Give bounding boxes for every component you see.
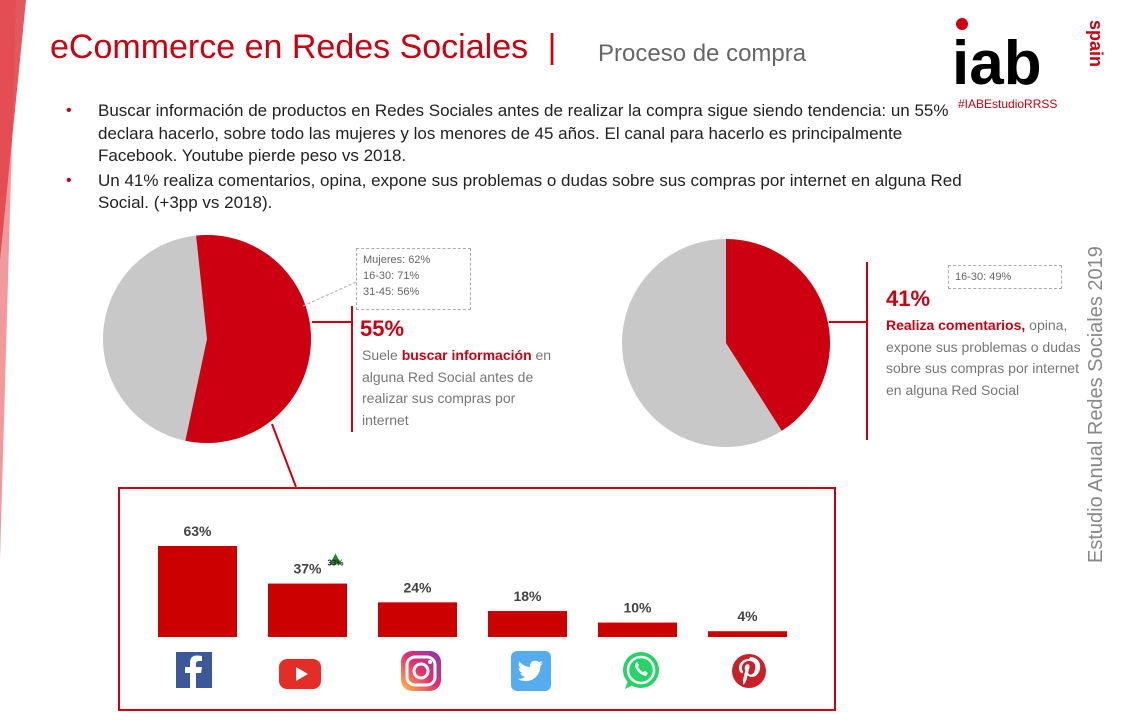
bar-value-label: 10%: [623, 600, 652, 616]
pie-left-description: Suele buscar información en alguna Red S…: [362, 347, 552, 428]
bar-instagram: [378, 602, 457, 637]
page-subtitle: Proceso de compra: [598, 40, 807, 67]
bar-facebook: [158, 546, 237, 637]
callout-line: 31-45: 56%: [363, 286, 420, 298]
pie-right-highlight-slice: [726, 239, 831, 431]
hashtag: #IABEstudioRRSS: [958, 97, 1058, 111]
bullet-item-2: Un 41% realiza comentarios, opina, expon…: [62, 170, 962, 215]
bar-annotation-label: 33%: [327, 559, 343, 568]
bar-value-label: 63%: [183, 523, 212, 539]
bar-twitter: [488, 611, 567, 637]
bar-value-label: 18%: [513, 588, 542, 604]
bar-value-label: 24%: [403, 579, 432, 595]
bullet-list: Buscar información de productos en Redes…: [62, 100, 962, 217]
svg-text:Estudio Anual Redes Sociales 2: Estudio Anual Redes Sociales 2019: [1085, 246, 1107, 563]
twitter-icon: [511, 651, 551, 691]
callout-line: 16-30: 71%: [363, 270, 420, 282]
bar-value-label: 37%: [293, 561, 322, 577]
logo-region: spain: [1086, 20, 1106, 67]
pie-chart-left: [103, 235, 311, 443]
callout-line: Mujeres: 62%: [363, 254, 431, 266]
youtube-icon: [279, 659, 321, 689]
bar-youtube: [268, 583, 347, 637]
social-network-bar-chart-frame: [118, 487, 836, 711]
pinterest-icon: [732, 654, 766, 688]
logo-brand: iab: [952, 29, 1042, 86]
bar-value-label: 4%: [737, 608, 758, 624]
title-separator: |: [547, 28, 557, 66]
pie-left-percent: 55%: [360, 316, 405, 341]
pie-left-highlight-slice: [185, 235, 311, 443]
bar-pinterest: [708, 631, 787, 637]
increase-up-triangle-icon: [329, 553, 342, 565]
whatsapp-icon: [623, 652, 659, 689]
social-network-bar-chart: 63% 37% 33% 24% 18% 10% 4%: [158, 523, 787, 691]
callout-right-demographics: 16-30: 49%: [948, 265, 1062, 289]
page-title: eCommerce en Redes Sociales |: [50, 28, 557, 66]
callout-left-demographics: Mujeres: 62% 16-30: 71% 31-45: 56%: [356, 248, 471, 310]
bar-whatsapp: [598, 622, 677, 637]
callout-line: 16-30: 49%: [955, 271, 1012, 283]
pie-right-description: Realiza comentarios, opina, expone sus p…: [886, 317, 1081, 398]
iab-spain-logo: iab spain: [952, 18, 1106, 86]
instagram-icon: [401, 651, 441, 691]
pie-right-percent: 41%: [886, 286, 931, 311]
pie-chart-right: [622, 239, 831, 447]
facebook-icon: [176, 652, 212, 688]
side-vertical-text: Estudio Anual Redes Sociales 2019: [1085, 246, 1107, 563]
bullet-item-1: Buscar información de productos en Redes…: [62, 100, 962, 168]
